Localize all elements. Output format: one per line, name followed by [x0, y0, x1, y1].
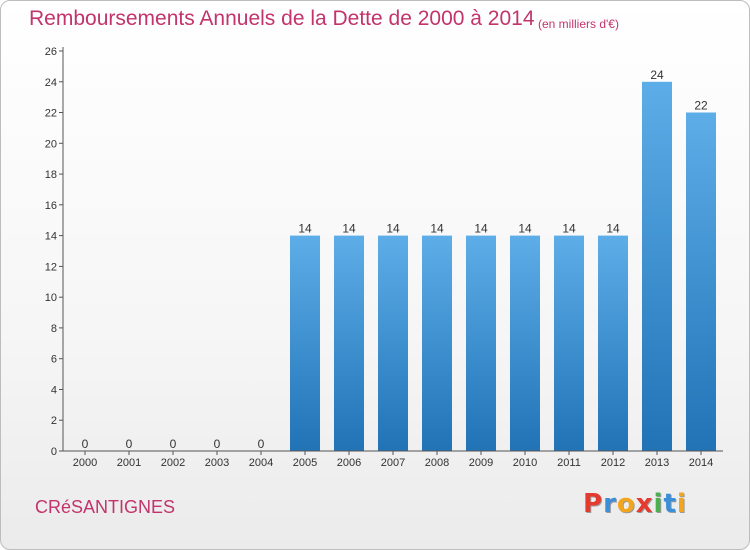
- bar: [554, 235, 584, 451]
- bar-value-label: 14: [606, 222, 620, 236]
- logo-letter: t: [663, 489, 677, 519]
- x-tick-label: 2000: [73, 457, 97, 469]
- y-tick-label: 14: [45, 231, 57, 243]
- bar-value-label: 14: [430, 222, 444, 236]
- y-tick-label: 24: [45, 77, 57, 89]
- y-tick-label: 8: [51, 323, 57, 335]
- x-tick-label: 2003: [205, 457, 229, 469]
- bar: [334, 235, 364, 451]
- bar: [598, 235, 628, 451]
- x-tick-label: 2009: [469, 457, 493, 469]
- x-tick-label: 2010: [513, 457, 537, 469]
- y-tick-label: 16: [45, 200, 57, 212]
- bar: [466, 235, 496, 451]
- y-tick-label: 4: [51, 385, 57, 397]
- x-tick-label: 2014: [689, 457, 713, 469]
- x-tick-label: 2002: [161, 457, 185, 469]
- bar-value-label: 0: [126, 437, 133, 451]
- logo-letter: i: [653, 489, 664, 519]
- y-tick-label: 2: [51, 415, 57, 427]
- y-tick-label: 26: [45, 46, 57, 58]
- x-tick-label: 2005: [293, 457, 317, 469]
- logo-letter: r: [603, 489, 617, 519]
- chart-title: Remboursements Annuels de la Dette de 20…: [29, 7, 535, 30]
- chart-unit: (en milliers d'€): [538, 17, 619, 31]
- bar-value-label: 14: [298, 222, 312, 236]
- bar-value-label: 0: [82, 437, 89, 451]
- proxiti-logo: Proxiti: [583, 489, 687, 519]
- commune-name: CRéSANTIGNES: [35, 497, 176, 517]
- bar-value-label: 0: [170, 437, 177, 451]
- bar-value-label: 22: [694, 99, 708, 113]
- x-tick-label: 2007: [381, 457, 405, 469]
- bar: [290, 235, 320, 451]
- bar-value-label: 24: [650, 68, 664, 82]
- bar: [422, 235, 452, 451]
- x-tick-label: 2013: [645, 457, 669, 469]
- x-tick-label: 2012: [601, 457, 625, 469]
- y-tick-label: 22: [45, 108, 57, 120]
- bar-value-label: 14: [386, 222, 400, 236]
- x-tick-label: 2006: [337, 457, 361, 469]
- x-tick-label: 2008: [425, 457, 449, 469]
- y-tick-label: 10: [45, 292, 57, 304]
- logo-letter: P: [583, 489, 604, 519]
- x-tick-label: 2001: [117, 457, 141, 469]
- bar: [642, 81, 672, 452]
- bar-value-label: 0: [214, 437, 221, 451]
- bar-value-label: 14: [518, 222, 532, 236]
- bar: [686, 112, 716, 451]
- x-tick-label: 2011: [557, 457, 581, 469]
- bar: [378, 235, 408, 451]
- bar-value-label: 14: [562, 222, 576, 236]
- y-tick-label: 6: [51, 354, 57, 366]
- y-tick-label: 0: [51, 446, 57, 458]
- bar-value-label: 14: [474, 222, 488, 236]
- x-tick-label: 2004: [249, 457, 273, 469]
- logo-letter: i: [676, 489, 687, 519]
- bar: [510, 235, 540, 451]
- y-tick-label: 12: [45, 261, 57, 273]
- y-tick-label: 20: [45, 138, 57, 150]
- bar-value-label: 0: [258, 437, 265, 451]
- y-tick-label: 18: [45, 169, 57, 181]
- bar-value-label: 14: [342, 222, 356, 236]
- logo-letter: x: [635, 489, 654, 519]
- logo-letter: o: [616, 489, 636, 519]
